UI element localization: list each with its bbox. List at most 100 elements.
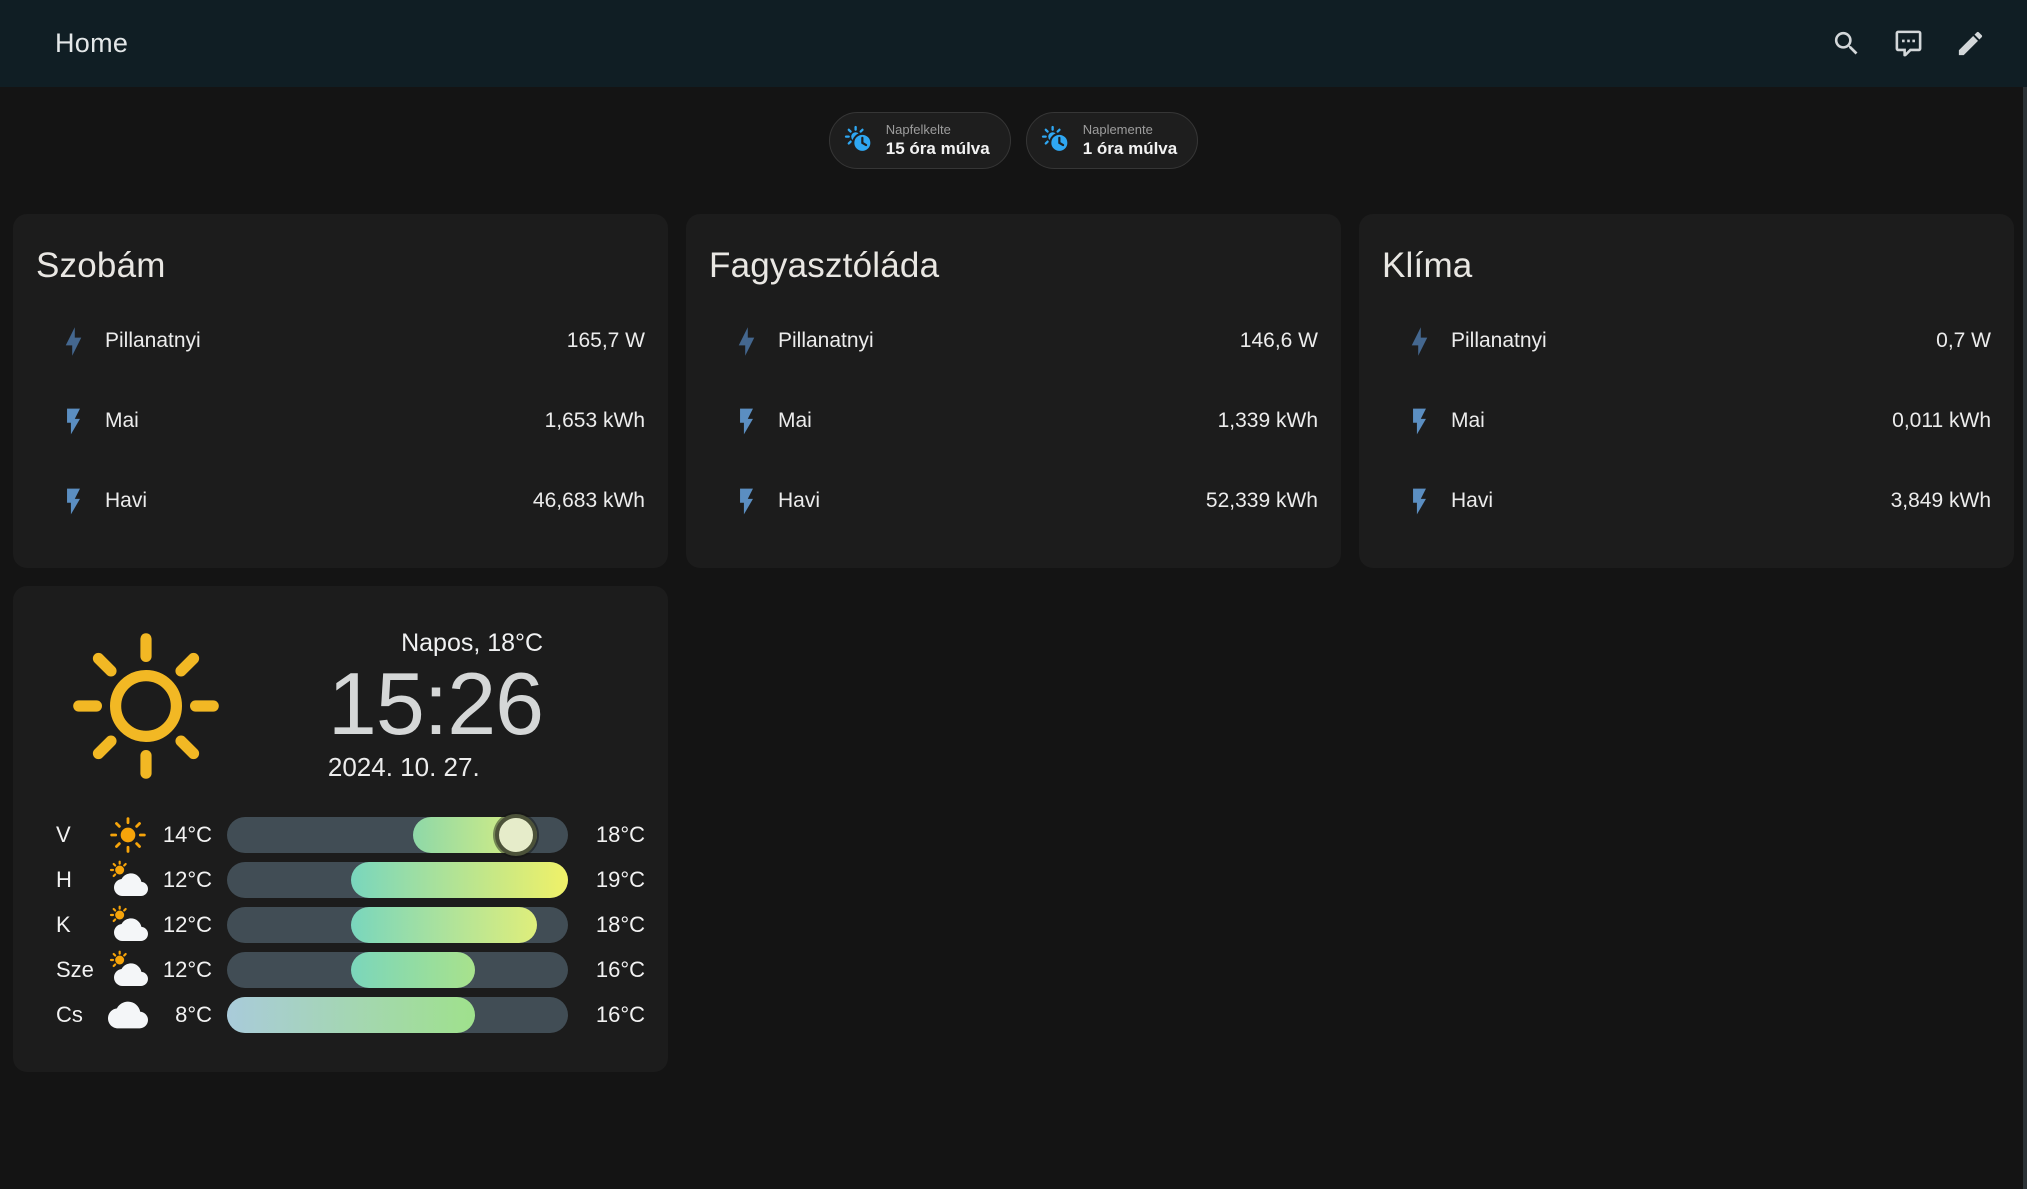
forecast-day-label: V (56, 822, 108, 848)
temp-bar (227, 997, 568, 1033)
dashboard-view: Napfelkelte 15 óra múlva Naplemente 1 ór… (0, 112, 2027, 1072)
forecast-row: V 14°C 18°C (36, 812, 645, 857)
entity-value: 146,6 W (1240, 329, 1318, 353)
entity-label: Mai (778, 409, 812, 433)
weather-sunny-icon (108, 815, 148, 855)
sunrise-chip[interactable]: Napfelkelte 15 óra múlva (829, 112, 1011, 169)
pencil-icon (1955, 28, 1986, 59)
lightning-bolt-icon (58, 326, 89, 357)
energy-card-klima: Klíma Pillanatnyi 0,7 W Mai 0,011 kWh Ha… (1359, 214, 2014, 568)
assist-button[interactable] (1877, 13, 1939, 75)
forecast-low-temp: 14°C (148, 822, 212, 848)
entity-label: Mai (105, 409, 139, 433)
entity-value: 52,339 kWh (1206, 489, 1318, 513)
edit-dashboard-button[interactable] (1939, 13, 2001, 75)
temp-bar (227, 862, 568, 898)
entity-row[interactable]: Pillanatnyi 146,6 W (709, 301, 1318, 381)
forecast-day-label: K (56, 912, 108, 938)
forecast-high-temp: 18°C (583, 822, 645, 848)
clock-date: 2024. 10. 27. (328, 752, 543, 783)
sun-clock-icon (1041, 125, 1072, 156)
search-icon (1831, 28, 1862, 59)
forecast-high-temp: 16°C (583, 1002, 645, 1028)
entity-row[interactable]: Mai 1,339 kWh (709, 381, 1318, 461)
sunset-chip-label: Naplemente (1083, 122, 1178, 138)
entity-label: Havi (1451, 489, 1493, 513)
weather-partly-cloudy-icon (108, 860, 148, 900)
flash-icon (58, 406, 89, 437)
forecast-row: H 12°C 19°C (36, 857, 645, 902)
energy-card-szobam: Szobám Pillanatnyi 165,7 W Mai 1,653 kWh… (13, 214, 668, 568)
search-button[interactable] (1815, 13, 1877, 75)
weather-current: Napos, 18°C 15:26 2024. 10. 27. (36, 626, 645, 786)
lightning-bolt-icon (731, 326, 762, 357)
sunset-chip[interactable]: Naplemente 1 óra múlva (1026, 112, 1199, 169)
entity-value: 1,653 kWh (545, 409, 645, 433)
entity-label: Pillanatnyi (105, 329, 201, 353)
forecast-list: V 14°C 18°C H 12°C 19°C (36, 812, 645, 1037)
flash-icon (1404, 406, 1435, 437)
entity-label: Pillanatnyi (1451, 329, 1547, 353)
temp-bar-fill (227, 997, 475, 1033)
forecast-row: K 12°C 18°C (36, 902, 645, 947)
temp-bar-fill (351, 862, 568, 898)
weather-cloudy-icon (108, 995, 148, 1035)
lightning-bolt-icon (1404, 326, 1435, 357)
entity-row[interactable]: Havi 3,849 kWh (1382, 461, 1991, 541)
entity-value: 0,7 W (1936, 329, 1991, 353)
flash-icon (731, 406, 762, 437)
entity-label: Havi (778, 489, 820, 513)
sun-icon (66, 626, 226, 786)
app-header: Home (0, 0, 2027, 87)
sun-clock-icon (844, 125, 875, 156)
sunrise-chip-value: 15 óra múlva (886, 138, 990, 159)
flash-icon (58, 486, 89, 517)
weather-partly-cloudy-icon (108, 950, 148, 990)
temp-bar (227, 907, 568, 943)
assist-icon (1893, 28, 1924, 59)
temp-bar-fill (351, 907, 537, 943)
flash-icon (1404, 486, 1435, 517)
entity-label: Mai (1451, 409, 1485, 433)
forecast-low-temp: 12°C (148, 912, 212, 938)
temp-bar-fill (351, 952, 475, 988)
weather-clock-card[interactable]: Napos, 18°C 15:26 2024. 10. 27. V 14°C 1… (13, 586, 668, 1072)
temp-bar (227, 817, 568, 853)
card-grid: Szobám Pillanatnyi 165,7 W Mai 1,653 kWh… (13, 214, 2014, 1072)
forecast-low-temp: 8°C (148, 1002, 212, 1028)
card-title: Fagyasztóláda (709, 244, 1318, 288)
entity-value: 46,683 kWh (533, 489, 645, 513)
card-title: Klíma (1382, 244, 1991, 288)
scrollbar[interactable] (2023, 87, 2027, 1189)
entity-row[interactable]: Pillanatnyi 165,7 W (36, 301, 645, 381)
entity-value: 1,339 kWh (1218, 409, 1318, 433)
forecast-low-temp: 12°C (148, 867, 212, 893)
sunrise-chip-label: Napfelkelte (886, 122, 990, 138)
entity-value: 3,849 kWh (1891, 489, 1991, 513)
page-title: Home (55, 28, 128, 59)
forecast-day-label: H (56, 867, 108, 893)
energy-card-fagyasztolada: Fagyasztóláda Pillanatnyi 146,6 W Mai 1,… (686, 214, 1341, 568)
flash-icon (731, 486, 762, 517)
temp-bar (227, 952, 568, 988)
current-temp-marker (495, 814, 537, 856)
entity-row[interactable]: Mai 0,011 kWh (1382, 381, 1991, 461)
chip-row: Napfelkelte 15 óra múlva Naplemente 1 ór… (0, 112, 2027, 169)
forecast-high-temp: 18°C (583, 912, 645, 938)
entity-value: 0,011 kWh (1892, 409, 1991, 433)
card-title: Szobám (36, 244, 645, 288)
entity-value: 165,7 W (567, 329, 645, 353)
sunset-chip-value: 1 óra múlva (1083, 138, 1178, 159)
entity-row[interactable]: Pillanatnyi 0,7 W (1382, 301, 1991, 381)
forecast-day-label: Cs (56, 1002, 108, 1028)
forecast-row: Sze 12°C 16°C (36, 947, 645, 992)
entity-row[interactable]: Mai 1,653 kWh (36, 381, 645, 461)
forecast-high-temp: 16°C (583, 957, 645, 983)
entity-label: Pillanatnyi (778, 329, 874, 353)
forecast-day-label: Sze (56, 957, 108, 983)
entity-row[interactable]: Havi 46,683 kWh (36, 461, 645, 541)
entity-row[interactable]: Havi 52,339 kWh (709, 461, 1318, 541)
forecast-row: Cs 8°C 16°C (36, 992, 645, 1037)
clock-time: 15:26 (328, 658, 543, 750)
forecast-low-temp: 12°C (148, 957, 212, 983)
